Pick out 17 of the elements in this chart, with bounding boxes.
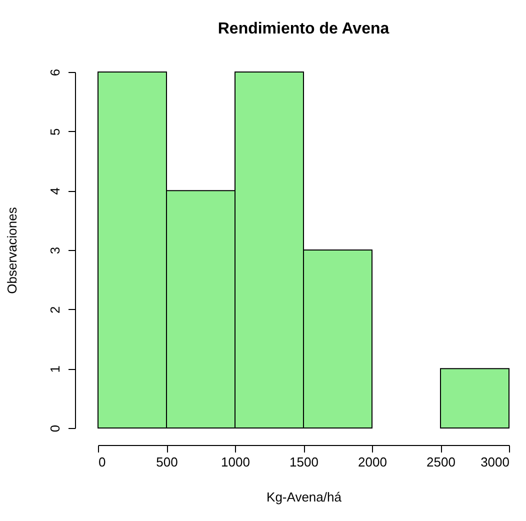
y-tick-label: 5 (48, 128, 62, 136)
x-tick-label: 1500 (290, 454, 318, 470)
x-axis-title: Kg-Avena/há (266, 490, 342, 504)
y-axis-title: Observaciones (4, 206, 20, 294)
y-tick-label: 4 (48, 188, 62, 195)
x-tick-label: 1000 (221, 454, 250, 470)
x-tick-label: 2500 (426, 454, 456, 470)
y-tick-label: 1 (48, 366, 62, 373)
y-tick-label: 0 (48, 424, 62, 432)
x-tick-label: 0 (98, 454, 106, 470)
y-tick-label: 2 (48, 306, 62, 314)
y-tick-label: 6 (48, 68, 62, 76)
x-tick-label: 2000 (358, 454, 387, 470)
y-tick-label: 3 (48, 246, 62, 254)
x-tick-label: 3000 (480, 454, 510, 470)
chart-title: Rendimiento de Avena (218, 20, 390, 38)
x-tick-label: 500 (156, 454, 178, 470)
